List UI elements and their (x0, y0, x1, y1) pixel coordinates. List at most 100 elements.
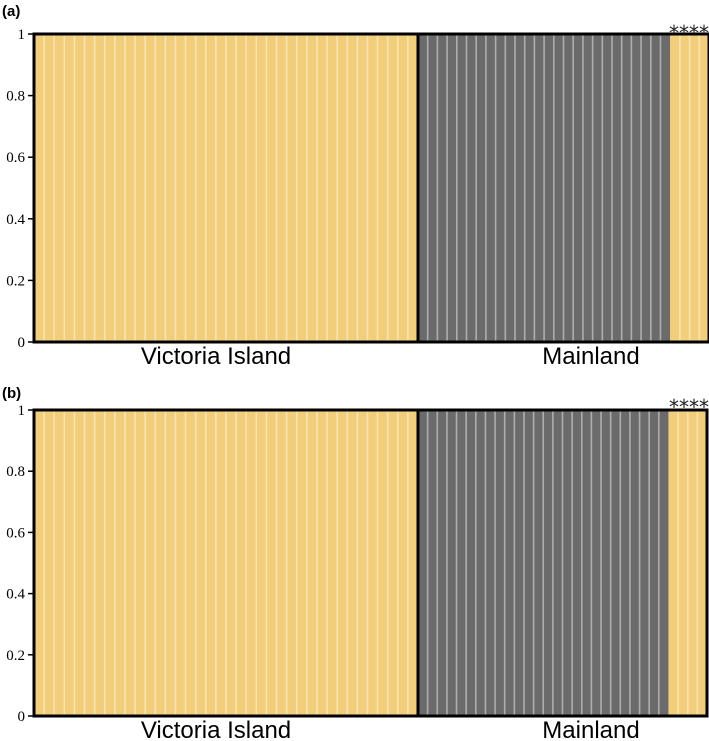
panel-b-bar-mainland-17 (572, 410, 582, 716)
panel-a-bar-mainland-27 (670, 34, 680, 342)
panel-a-label: (a) (2, 3, 20, 20)
panel-a-y-tick-label-2: 0.4 (6, 212, 25, 228)
panel-a-bar-mainland-4 (447, 34, 457, 342)
panel-a-y-tick-label-1: 0.2 (6, 273, 25, 289)
panel-b-bar-mainland-19 (591, 410, 602, 716)
panel-a-bar-victoria-4 (64, 34, 75, 342)
panel-a-bar-mainland-6 (466, 34, 477, 342)
panel-a-bar-mainland-13 (534, 34, 545, 342)
panel-b-bar-victoria-12 (145, 410, 156, 716)
panel-a-bar-mainland-22 (621, 34, 632, 342)
panel-b-bar-mainland-5 (456, 410, 467, 716)
panel-b-bar-victoria-17 (195, 410, 206, 716)
panel-b-bar-mainland-26 (658, 410, 669, 716)
panel-b-y-tick-label-4: 0.8 (6, 464, 25, 480)
panel-b-bar-mainland-8 (485, 410, 496, 716)
panel-a-bar-mainland-1 (418, 34, 428, 342)
panel-b-label: (b) (2, 385, 21, 402)
panel-b-bar-victoria-24 (266, 410, 277, 716)
panel-a-bar-victoria-30 (327, 34, 338, 342)
panel-a-bar-victoria-11 (135, 34, 146, 342)
panel-a-bar-victoria-27 (296, 34, 307, 342)
panel-a-bar-victoria-34 (367, 34, 378, 342)
panel-b-bar-victoria-14 (165, 410, 176, 716)
panel-a-y-tick-label-4: 0.8 (6, 89, 25, 105)
panel-b-bar-victoria-32 (347, 410, 358, 716)
panel-b-bar-mainland-6 (466, 410, 476, 716)
panel-b-bar-mainland-27 (668, 410, 679, 716)
panel-b-bar-mainland-12 (523, 410, 534, 716)
panel-b-group-label-victoria: Victoria Island (141, 717, 291, 741)
panel-b-y-tick-label-2: 0.4 (6, 587, 25, 603)
panel-b-bar-mainland-7 (475, 410, 486, 716)
panel-a-bar-mainland-14 (544, 34, 554, 342)
panel-b-bar-mainland-9 (495, 410, 505, 716)
panel-b-bar-mainland-23 (629, 410, 640, 716)
panel-a-bar-victoria-3 (54, 34, 65, 342)
panel-b-bar-victoria-11 (135, 410, 146, 716)
panel-b-y-tick-label-1: 0.2 (6, 648, 25, 664)
panel-a-bar-mainland-15 (553, 34, 564, 342)
panel-a-bar-mainland-7 (476, 34, 486, 342)
panel-b-bar-mainland-28 (678, 410, 688, 716)
panel-b-bar-mainland-25 (649, 410, 659, 716)
panel-a-bar-victoria-28 (306, 34, 317, 342)
panel-a-bar-victoria-35 (377, 34, 388, 342)
panel-a-bar-mainland-28 (679, 34, 690, 342)
panel-b-bar-victoria-9 (114, 410, 125, 716)
panel-a-bar-victoria-17 (195, 34, 206, 342)
panel-b-bar-mainland-18 (581, 410, 592, 716)
panel-b-bar-victoria-15 (175, 410, 186, 716)
panel-a-group-label-mainland: Mainland (542, 343, 639, 370)
panel-a-bar-victoria-16 (185, 34, 196, 342)
panel-b-bar-victoria-3 (54, 410, 65, 716)
panel-b-bar-victoria-36 (387, 410, 398, 716)
panel-a-bar-mainland-11 (515, 34, 525, 342)
panel-b-bar-victoria-5 (74, 410, 85, 716)
panel-a-y-tick-label-5: 1 (18, 27, 26, 43)
panel-a-bar-victoria-22 (246, 34, 257, 342)
panel-b-bar-mainland-2 (427, 410, 438, 716)
panel-b-asterisk-annotation: **** (669, 395, 709, 419)
panel-a-bar-mainland-12 (524, 34, 535, 342)
panel-b-bar-mainland-16 (562, 410, 573, 716)
panel-b-bar-mainland-14 (543, 410, 553, 716)
panel-b-bar-victoria-38 (407, 410, 418, 716)
panel-b-bar-victoria-29 (316, 410, 328, 716)
panel-a-bar-victoria-15 (175, 34, 186, 342)
panel-a-bar-mainland-3 (437, 34, 448, 342)
panel-b-bar-mainland-1 (418, 410, 428, 716)
panel-b-bar-victoria-4 (64, 410, 75, 716)
panel-a-y-tick-label-3: 0.6 (6, 150, 25, 166)
panel-b-bar-victoria-27 (296, 410, 307, 716)
panel-a-bar-mainland-2 (427, 34, 438, 342)
panel-b-group-label-mainland: Mainland (542, 717, 639, 741)
panel-a-bar-victoria-13 (155, 34, 166, 342)
panel-b-y-tick-label-0: 0 (18, 709, 26, 725)
panel-a-bar-mainland-10 (505, 34, 515, 342)
panel-b-bar-victoria-26 (286, 410, 297, 716)
panel-b-bar-mainland-29 (687, 410, 698, 716)
panel-a-bar-victoria-20 (226, 34, 237, 342)
panel-b-bar-victoria-23 (256, 410, 267, 716)
panel-a-bar-victoria-18 (205, 34, 216, 342)
panel-b-bar-victoria-22 (246, 410, 257, 716)
panel-a-bar-mainland-9 (495, 34, 506, 342)
panel-b-bar-mainland-21 (610, 410, 621, 716)
panel-a-asterisk-annotation: **** (669, 21, 709, 45)
panel-b-bar-victoria-35 (377, 410, 388, 716)
panel-b-y-axis: 0 0.2 0.4 0.6 0.8 1 (6, 403, 35, 725)
panel-b-bar-mainland-20 (601, 410, 611, 716)
panel-b-bar-mainland-24 (639, 410, 650, 716)
panel-b-bars (32, 408, 709, 718)
panel-a-bars (32, 32, 709, 344)
panel-a-bar-mainland-26 (660, 34, 671, 342)
panel-a-bar-victoria-21 (236, 34, 247, 342)
panel-a-bar-victoria-36 (387, 34, 398, 342)
panel-a-bar-victoria-12 (145, 34, 156, 342)
panel-a-bar-victoria-33 (357, 34, 368, 342)
panel-b-bar-victoria-31 (337, 410, 348, 716)
panel-a-bar-mainland-30 (699, 34, 709, 342)
panel-a-bar-mainland-21 (612, 34, 622, 342)
